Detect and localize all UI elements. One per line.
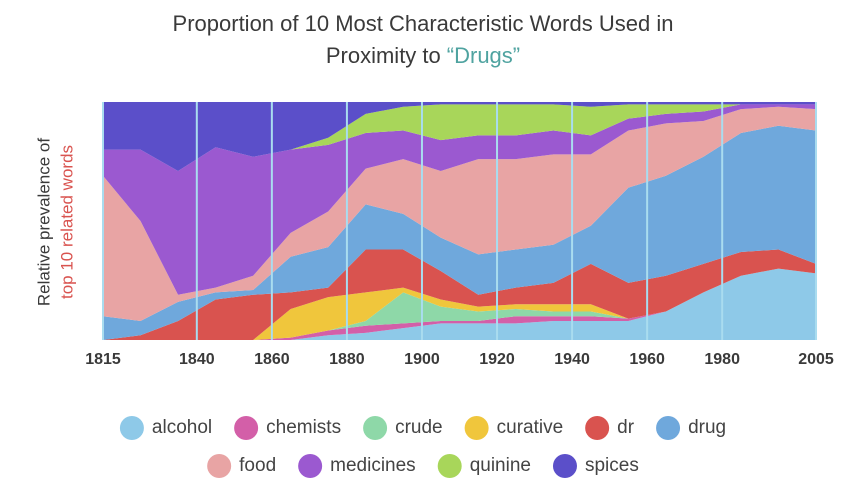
x-tick-label: 1860 bbox=[254, 351, 290, 368]
x-tick-label: 1900 bbox=[404, 351, 440, 368]
x-tick-label: 2005 bbox=[798, 351, 834, 368]
x-tick-label: 1880 bbox=[329, 351, 365, 368]
legend-item: spices bbox=[552, 454, 639, 478]
y-axis-label: top 10 related words bbox=[57, 145, 76, 299]
x-tick-label: 1960 bbox=[629, 351, 665, 368]
title-text: Proximity to bbox=[326, 43, 441, 68]
legend-item: medicines bbox=[298, 454, 416, 478]
legend-label: food bbox=[239, 455, 276, 476]
legend-swatch bbox=[207, 454, 232, 478]
area bbox=[103, 104, 816, 295]
area bbox=[103, 125, 816, 340]
legend-item: dr bbox=[585, 416, 635, 440]
x-tick-label: 1980 bbox=[704, 351, 740, 368]
chart-title: Proximity to “Drugs” bbox=[326, 43, 520, 68]
legend-item: chemists bbox=[234, 416, 341, 440]
legend-label: drug bbox=[688, 417, 726, 438]
legend-swatch bbox=[552, 454, 577, 478]
legend-swatch bbox=[656, 416, 681, 440]
legend-swatch bbox=[437, 454, 462, 478]
title-highlight: “Drugs” bbox=[447, 43, 520, 68]
legend-label: alcohol bbox=[152, 417, 212, 438]
legend-swatch bbox=[298, 454, 323, 478]
legend-item: alcohol bbox=[119, 416, 212, 440]
area bbox=[103, 104, 816, 172]
legend-item: food bbox=[207, 454, 276, 478]
legend-swatch bbox=[234, 416, 259, 440]
area bbox=[103, 106, 816, 321]
legend-label: quinine bbox=[470, 455, 531, 476]
area bbox=[103, 249, 816, 340]
legend-label: chemists bbox=[266, 417, 341, 438]
y-axis-label: Relative prevalence of bbox=[34, 138, 53, 306]
area bbox=[103, 102, 816, 172]
legend-label: crude bbox=[395, 417, 443, 438]
legend-swatch bbox=[119, 416, 144, 440]
area bbox=[103, 268, 816, 340]
legend-label: dr bbox=[617, 417, 635, 438]
x-tick-label: 1920 bbox=[479, 351, 515, 368]
legend-swatch bbox=[464, 416, 489, 440]
legend-label: medicines bbox=[330, 455, 416, 476]
x-tick-label: 1940 bbox=[554, 351, 590, 368]
legend-label: spices bbox=[585, 455, 639, 476]
legend-swatch bbox=[363, 416, 388, 440]
area bbox=[103, 268, 816, 340]
x-tick-label: 1840 bbox=[179, 351, 215, 368]
legend-item: crude bbox=[363, 416, 443, 440]
legend-item: curative bbox=[464, 416, 564, 440]
chart-title: Proportion of 10 Most Characteristic Wor… bbox=[173, 11, 674, 36]
x-tick-label: 1815 bbox=[85, 351, 121, 368]
legend-label: curative bbox=[497, 417, 564, 438]
legend-item: quinine bbox=[437, 454, 531, 478]
legend-item: drug bbox=[656, 416, 726, 440]
legend-swatch bbox=[585, 416, 610, 440]
